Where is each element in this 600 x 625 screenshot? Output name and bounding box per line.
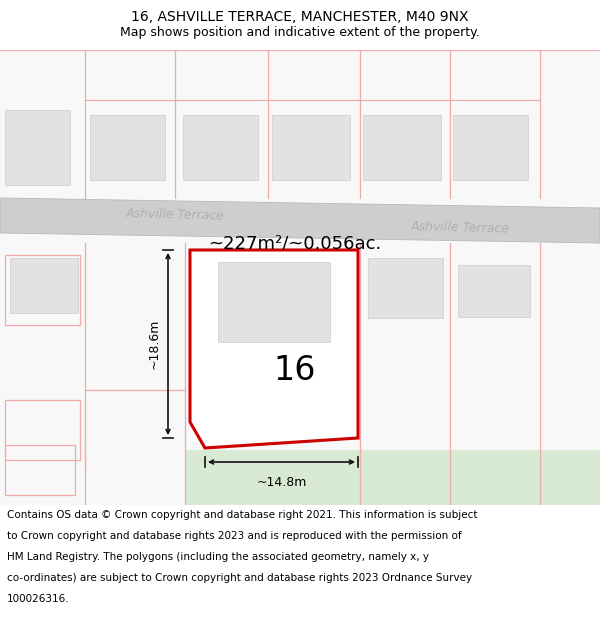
Text: 16, ASHVILLE TERRACE, MANCHESTER, M40 9NX: 16, ASHVILLE TERRACE, MANCHESTER, M40 9N…: [131, 10, 469, 24]
Bar: [183, 115, 258, 180]
Bar: [5, 400, 80, 460]
Text: co-ordinates) are subject to Crown copyright and database rights 2023 Ordnance S: co-ordinates) are subject to Crown copyr…: [7, 572, 472, 582]
Text: 100026316.: 100026316.: [7, 594, 70, 604]
Bar: [5, 445, 75, 495]
Text: ~14.8m: ~14.8m: [256, 476, 307, 489]
Bar: [5, 255, 80, 325]
Text: 16: 16: [274, 354, 316, 386]
Polygon shape: [185, 450, 600, 505]
Bar: [10, 258, 78, 313]
Text: Contains OS data © Crown copyright and database right 2021. This information is : Contains OS data © Crown copyright and d…: [7, 510, 478, 520]
Text: Map shows position and indicative extent of the property.: Map shows position and indicative extent…: [120, 26, 480, 39]
Text: HM Land Registry. The polygons (including the associated geometry, namely x, y: HM Land Registry. The polygons (includin…: [7, 552, 429, 562]
Text: to Crown copyright and database rights 2023 and is reproduced with the permissio: to Crown copyright and database rights 2…: [7, 531, 462, 541]
Polygon shape: [190, 250, 358, 448]
Bar: [5, 110, 70, 185]
Bar: [272, 115, 350, 180]
Bar: [363, 115, 441, 180]
Bar: [90, 115, 165, 180]
Text: Ashville Terrace: Ashville Terrace: [125, 208, 224, 222]
Text: Ashville Terrace: Ashville Terrace: [410, 220, 509, 236]
Bar: [368, 258, 443, 318]
Bar: [218, 262, 330, 342]
Bar: [458, 265, 530, 317]
Bar: [453, 115, 528, 180]
Text: ~18.6m: ~18.6m: [148, 319, 161, 369]
Polygon shape: [0, 198, 600, 243]
Text: ~227m²/~0.056ac.: ~227m²/~0.056ac.: [208, 235, 382, 253]
